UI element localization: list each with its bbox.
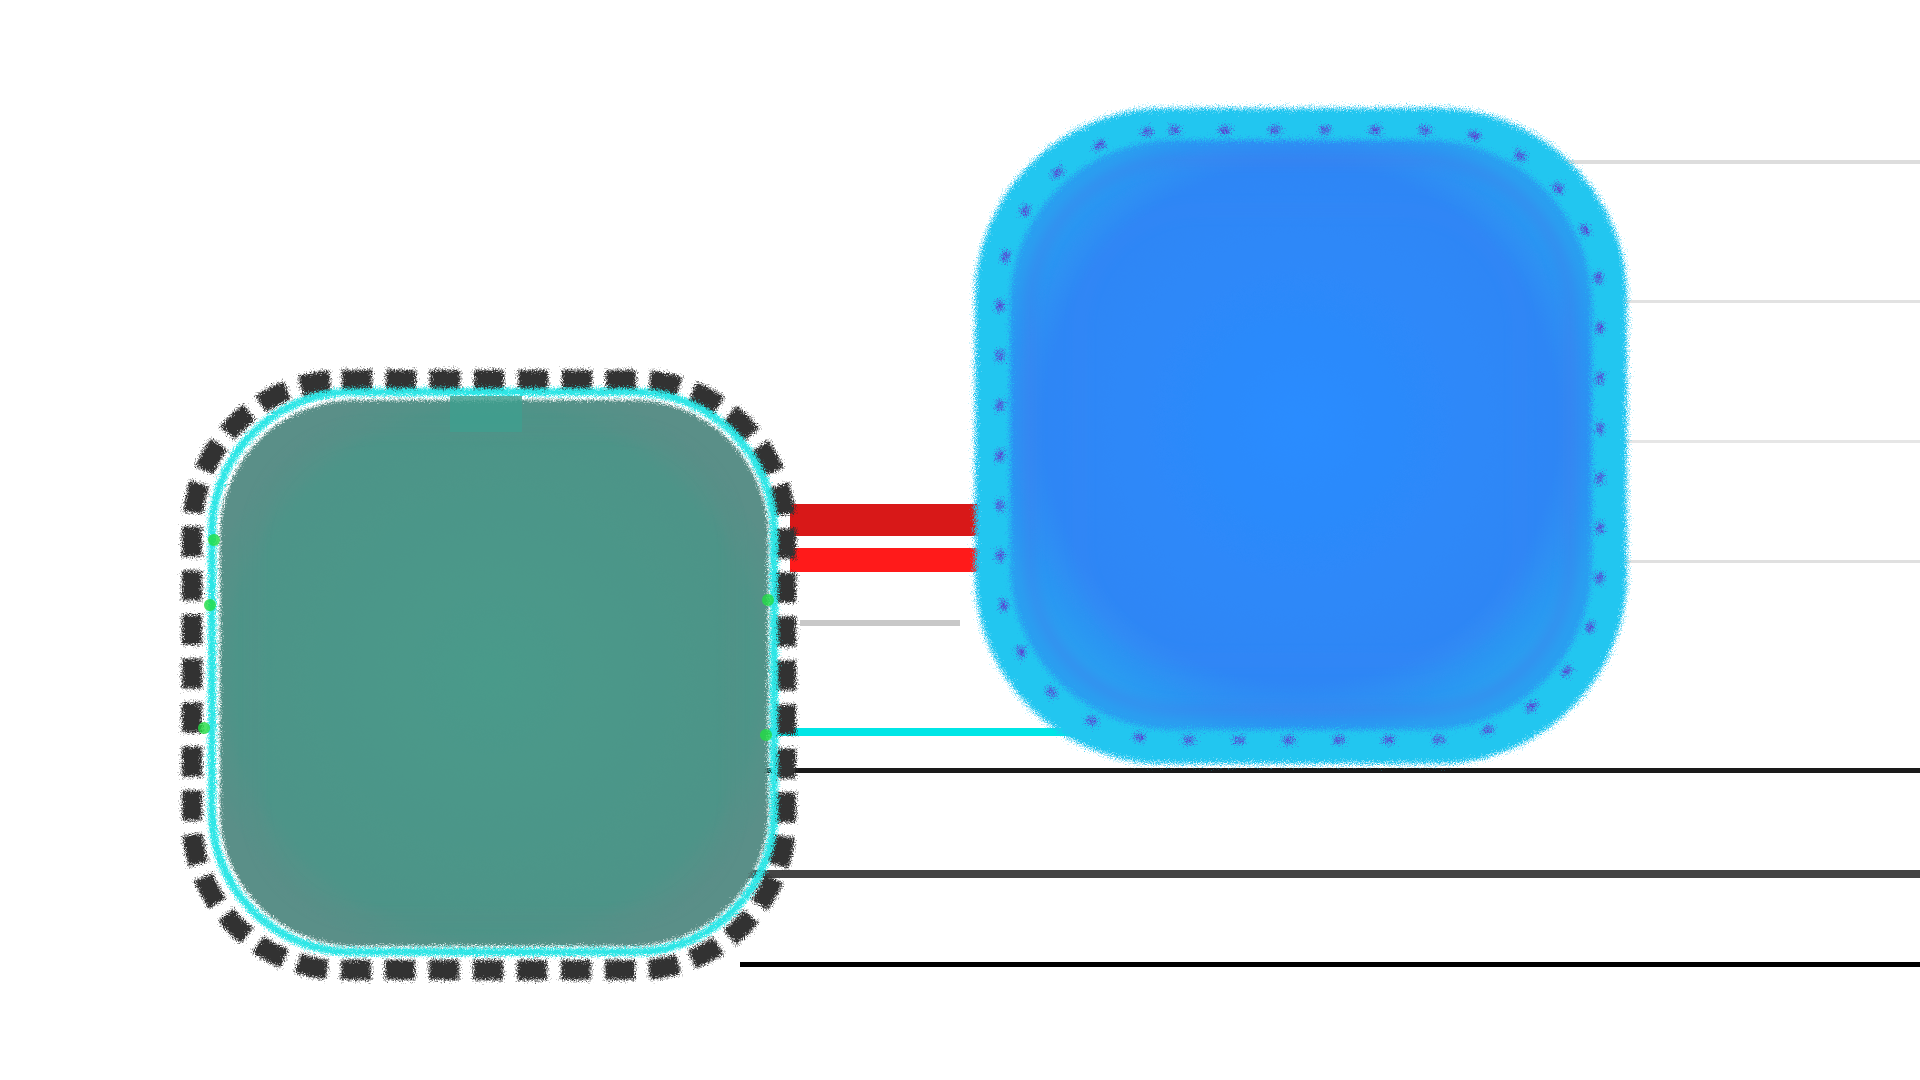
red-streak — [790, 504, 980, 536]
left-blob-accent — [760, 729, 772, 741]
left-blob — [182, 370, 796, 980]
right-blob — [975, 108, 1627, 764]
left-blob-noise-border — [182, 370, 796, 980]
dark-streak — [740, 768, 1920, 773]
right-blob-inner-ring — [1025, 155, 1575, 715]
gray-streak — [1560, 300, 1920, 303]
left-blob-accent — [208, 534, 220, 546]
left-blob-accent — [762, 594, 774, 606]
left-blob-accent — [198, 722, 210, 734]
gray-streak — [1560, 160, 1920, 164]
cyan-streak — [770, 728, 1100, 736]
dark-streak — [740, 962, 1920, 967]
gray-streak — [800, 620, 960, 626]
dark-streak — [740, 870, 1920, 878]
glitch-streaks — [740, 160, 1920, 967]
left-blob-body — [220, 400, 768, 946]
red-streak-thin — [790, 548, 980, 572]
gray-streak — [1560, 560, 1920, 563]
right-blob-body — [1010, 140, 1592, 730]
left-blob-rim — [208, 388, 778, 956]
right-blob-inner-ring — [1076, 206, 1524, 664]
left-blob-top-notch — [450, 396, 522, 432]
gray-streak — [1560, 440, 1920, 443]
left-blob-accent — [204, 599, 216, 611]
